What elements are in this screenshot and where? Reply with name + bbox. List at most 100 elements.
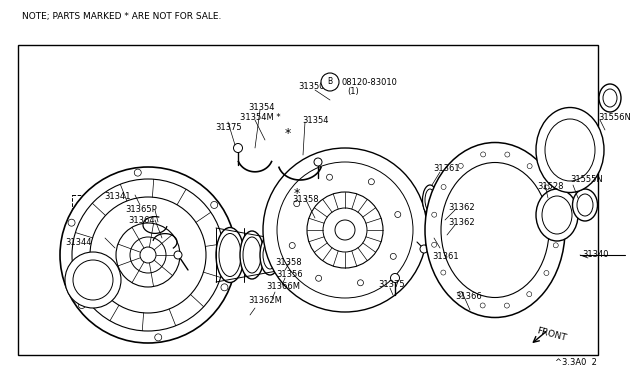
Text: 31340: 31340	[582, 250, 609, 259]
Ellipse shape	[277, 239, 293, 271]
Circle shape	[326, 174, 333, 180]
Circle shape	[289, 243, 295, 248]
Circle shape	[68, 219, 75, 226]
Text: 31375: 31375	[378, 280, 404, 289]
Circle shape	[335, 220, 355, 240]
Circle shape	[294, 201, 300, 206]
Circle shape	[155, 334, 162, 341]
Circle shape	[527, 292, 532, 297]
Text: 31350: 31350	[298, 82, 324, 91]
Ellipse shape	[263, 241, 277, 269]
Circle shape	[481, 152, 486, 157]
Circle shape	[314, 158, 322, 166]
Circle shape	[458, 291, 463, 296]
Text: (1): (1)	[347, 87, 359, 96]
Circle shape	[431, 242, 436, 247]
Text: 08120-83010: 08120-83010	[342, 78, 398, 87]
Circle shape	[73, 260, 113, 300]
Circle shape	[134, 169, 141, 176]
Circle shape	[263, 148, 427, 312]
Text: 31362: 31362	[448, 203, 475, 212]
Ellipse shape	[425, 142, 565, 317]
Ellipse shape	[443, 224, 453, 246]
Text: 31344: 31344	[65, 238, 92, 247]
Circle shape	[441, 270, 446, 275]
Text: 31356: 31356	[276, 270, 303, 279]
Circle shape	[277, 162, 413, 298]
Text: *: *	[285, 126, 291, 140]
Circle shape	[323, 208, 367, 252]
Text: 31366M: 31366M	[266, 282, 300, 291]
Text: 31375: 31375	[215, 123, 242, 132]
Text: 31365P: 31365P	[125, 205, 157, 214]
Ellipse shape	[280, 245, 290, 265]
Bar	[72, 195, 212, 290]
Ellipse shape	[573, 189, 598, 221]
Text: 31358: 31358	[292, 195, 319, 204]
Text: NOTE; PARTS MARKED * ARE NOT FOR SALE.: NOTE; PARTS MARKED * ARE NOT FOR SALE.	[22, 12, 221, 21]
Circle shape	[527, 164, 532, 169]
Circle shape	[504, 303, 509, 308]
Text: 31366: 31366	[455, 292, 482, 301]
Text: 31362M: 31362M	[248, 296, 282, 305]
Text: 31358: 31358	[275, 258, 301, 267]
Circle shape	[211, 202, 218, 208]
Circle shape	[316, 275, 322, 281]
Ellipse shape	[260, 235, 280, 275]
Ellipse shape	[422, 185, 438, 215]
Text: B: B	[328, 77, 333, 87]
Circle shape	[369, 179, 374, 185]
Circle shape	[140, 247, 156, 263]
Text: 31364: 31364	[128, 216, 155, 225]
Circle shape	[544, 270, 549, 276]
Ellipse shape	[428, 215, 442, 245]
Circle shape	[458, 163, 463, 168]
Circle shape	[307, 192, 383, 268]
Circle shape	[505, 152, 510, 157]
Circle shape	[234, 144, 243, 153]
Ellipse shape	[243, 237, 261, 273]
Ellipse shape	[545, 119, 595, 181]
Ellipse shape	[441, 163, 549, 298]
Ellipse shape	[603, 89, 617, 107]
Circle shape	[358, 280, 364, 286]
Circle shape	[432, 212, 436, 217]
Circle shape	[395, 212, 401, 218]
Text: 31555N: 31555N	[570, 175, 603, 184]
Text: *: *	[294, 186, 300, 199]
Circle shape	[554, 213, 558, 218]
Bar	[18, 45, 598, 355]
Circle shape	[130, 237, 166, 273]
Circle shape	[65, 252, 121, 308]
Circle shape	[390, 253, 396, 259]
Text: FRONT: FRONT	[536, 326, 568, 343]
Ellipse shape	[216, 228, 244, 282]
Text: 31354M *: 31354M *	[240, 113, 280, 122]
Text: ^3.3A0  2: ^3.3A0 2	[555, 358, 597, 367]
Circle shape	[420, 245, 428, 253]
Circle shape	[480, 303, 485, 308]
Ellipse shape	[240, 231, 264, 279]
Circle shape	[221, 284, 228, 291]
Text: 31528: 31528	[537, 182, 563, 191]
Circle shape	[78, 302, 85, 308]
Circle shape	[60, 167, 236, 343]
Circle shape	[72, 179, 224, 331]
Ellipse shape	[437, 194, 447, 216]
Circle shape	[116, 223, 180, 287]
Text: 31354: 31354	[302, 116, 328, 125]
Ellipse shape	[536, 189, 578, 241]
Text: 31361: 31361	[432, 252, 459, 261]
Ellipse shape	[599, 84, 621, 112]
Ellipse shape	[542, 196, 572, 234]
Circle shape	[90, 197, 206, 313]
Ellipse shape	[577, 194, 593, 216]
Ellipse shape	[430, 219, 440, 241]
Circle shape	[174, 251, 182, 259]
Text: 31362: 31362	[448, 218, 475, 227]
Circle shape	[544, 185, 549, 190]
Ellipse shape	[435, 190, 449, 220]
Ellipse shape	[425, 189, 435, 211]
Text: 31556N: 31556N	[598, 113, 631, 122]
Circle shape	[441, 185, 446, 189]
